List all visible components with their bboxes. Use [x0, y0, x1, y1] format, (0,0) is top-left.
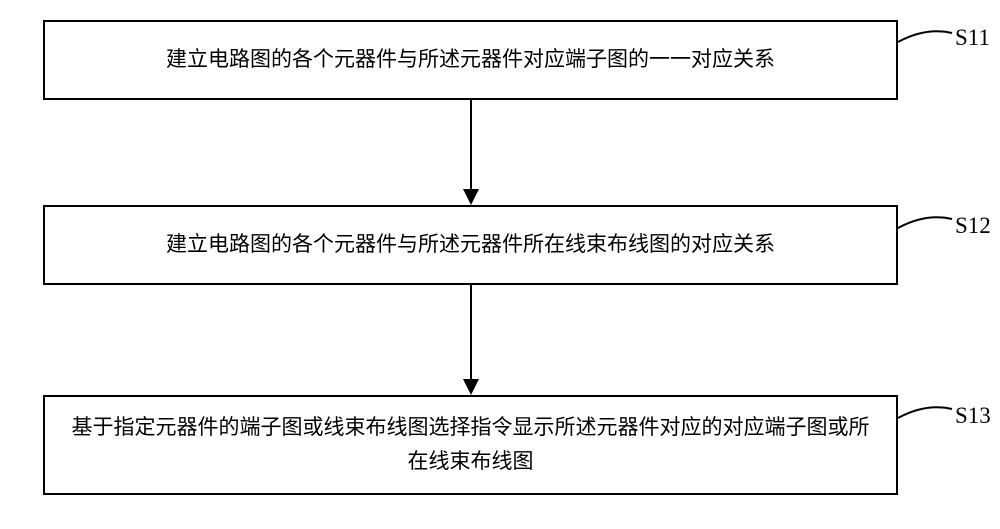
connector-s13	[898, 401, 954, 426]
arrow-head-s11-s12	[463, 189, 479, 205]
step-label-s13: S13	[955, 403, 991, 429]
step-box-s12: 建立电路图的各个元器件与所述元器件所在线束布线图的对应关系	[43, 205, 898, 285]
step-text: 基于指定元器件的端子图或线束布线图选择指令显示所述元器件对应的对应端子图或所在线…	[65, 411, 876, 478]
step-box-s13: 基于指定元器件的端子图或线束布线图选择指令显示所述元器件对应的对应端子图或所在线…	[43, 395, 898, 495]
arrow-head-s12-s13	[463, 379, 479, 395]
arrow-s11-s12	[470, 100, 472, 190]
flowchart-container: 建立电路图的各个元器件与所述元器件对应端子图的一一对应关系 S11 建立电路图的…	[0, 0, 1000, 529]
connector-s12	[898, 211, 954, 236]
step-box-s11: 建立电路图的各个元器件与所述元器件对应端子图的一一对应关系	[43, 20, 898, 100]
step-text: 建立电路图的各个元器件与所述元器件对应端子图的一一对应关系	[166, 43, 775, 77]
step-label-s12: S12	[955, 213, 991, 239]
step-label-s11: S11	[955, 25, 990, 51]
arrow-s12-s13	[470, 285, 472, 380]
step-text: 建立电路图的各个元器件与所述元器件所在线束布线图的对应关系	[166, 228, 775, 262]
connector-s11	[898, 25, 954, 50]
